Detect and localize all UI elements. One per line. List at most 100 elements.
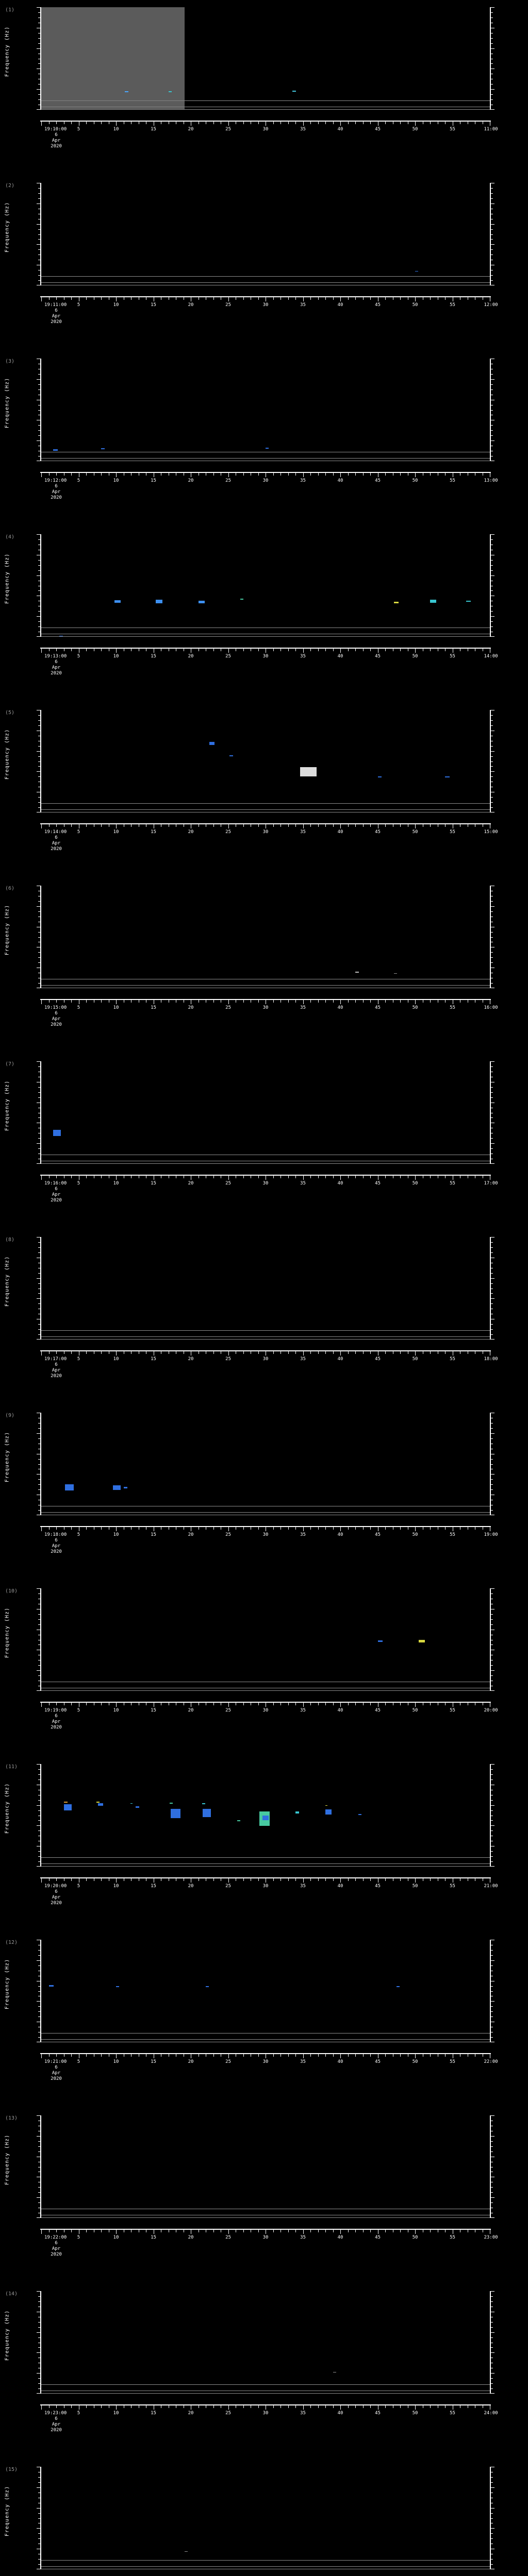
x-tick-major — [116, 2230, 117, 2234]
y-tick-minor-right — [490, 1479, 493, 1480]
y-tick-minor — [38, 1851, 41, 1852]
x-tick-label: 35 — [300, 478, 306, 483]
x-tick-minor — [288, 1000, 289, 1003]
x-axis-end-label: 16:00 — [484, 1005, 498, 1010]
y-axis-spine — [490, 2467, 491, 2569]
x-tick-minor — [430, 1878, 431, 1881]
x-tick-minor — [318, 2054, 319, 2057]
y-tick-minor — [38, 1614, 41, 1615]
x-tick-label: 15 — [151, 829, 156, 835]
y-tick-minor — [38, 1329, 41, 1330]
x-tick-minor — [280, 2405, 281, 2408]
x-tick-minor — [280, 1527, 281, 1530]
spectrogram-panel: (2)Frequency (Hz)0200400600800100019:11:… — [0, 176, 528, 351]
y-axis-spine — [490, 7, 491, 110]
x-tick-minor — [243, 2230, 244, 2232]
y-tick-minor — [38, 2327, 41, 2328]
x-tick-major — [116, 824, 117, 828]
x-axis-line — [40, 121, 491, 122]
x-tick-label: 30 — [262, 1005, 269, 1010]
y-tick-minor — [38, 1769, 41, 1770]
x-tick-label: 20 — [188, 1708, 194, 1713]
y-tick-minor-right — [490, 560, 493, 561]
data-gap-block — [41, 7, 185, 110]
x-tick-minor — [325, 1176, 326, 1178]
x-tick-label: 30 — [262, 1357, 269, 1362]
y-axis-spine — [490, 2115, 491, 2218]
y-tick-minor-right — [490, 1087, 493, 1088]
x-tick-minor — [71, 2230, 72, 2232]
x-tick-minor — [243, 2405, 244, 2408]
x-tick-minor — [355, 2230, 356, 2232]
x-tick-minor — [430, 297, 431, 300]
x-tick-label: 20 — [188, 1884, 194, 1889]
y-tick-minor — [38, 2141, 41, 2142]
x-tick-label: 45 — [375, 2235, 381, 2240]
x-tick-minor — [280, 1176, 281, 1178]
x-tick-minor — [71, 2405, 72, 2408]
spectral-detection — [355, 972, 359, 973]
spectrogram-canvas — [41, 1237, 490, 1340]
x-tick-major — [415, 1351, 416, 1355]
y-tick-minor — [38, 952, 41, 953]
reference-line — [41, 109, 185, 110]
x-tick-minor — [355, 2405, 356, 2408]
y-tick-major — [37, 1474, 41, 1475]
x-axis-line — [40, 2404, 491, 2405]
y-tick-minor — [38, 374, 41, 375]
start-time-label: 19:17:00 — [44, 1357, 67, 1362]
y-tick-minor-right — [490, 249, 493, 250]
panel-index-label: (1) — [5, 7, 15, 13]
x-tick-label: 40 — [337, 2235, 343, 2240]
y-tick-minor — [38, 937, 41, 938]
x-tick-major — [303, 2054, 304, 2058]
y-tick-minor — [38, 1800, 41, 1801]
x-tick-major — [303, 297, 304, 301]
spectrogram-canvas — [41, 7, 490, 110]
y-tick-major — [37, 1433, 41, 1434]
x-tick-label: 5 — [77, 1005, 80, 1010]
x-tick-minor — [370, 297, 371, 300]
reference-line — [41, 2560, 490, 2561]
x-tick-major — [340, 1176, 341, 1180]
x-tick-label: 25 — [225, 1005, 231, 1010]
x-tick-minor — [243, 824, 244, 827]
y-tick-minor — [38, 1484, 41, 1485]
axes-frame: 02004006008001000 — [37, 1061, 494, 1164]
x-tick-major — [228, 1878, 229, 1883]
spectral-detection — [415, 271, 418, 272]
spectral-detection — [206, 1986, 209, 1987]
date-month-label: Apr — [52, 138, 61, 143]
y-axis-spine — [40, 1413, 41, 1515]
y-tick-minor-right — [490, 99, 493, 100]
y-tick-minor — [38, 2477, 41, 2478]
x-tick-minor — [49, 1176, 50, 1178]
y-tick-minor — [38, 911, 41, 912]
x-tick-minor — [310, 824, 311, 827]
spectral-detection — [262, 1816, 269, 1820]
spectrogram-panel: (4)Frequency (Hz)0200400600800100019:13:… — [0, 527, 528, 703]
y-tick-minor-right — [490, 621, 493, 622]
y-tick-major — [37, 1690, 41, 1691]
x-tick-minor — [363, 2054, 364, 2057]
x-tick-minor — [273, 473, 274, 476]
y-tick-major — [37, 1588, 41, 1589]
x-tick-minor — [318, 2230, 319, 2232]
y-axis-spine — [490, 534, 491, 637]
y-tick-major-right — [490, 48, 494, 49]
x-tick-major — [228, 1351, 229, 1355]
date-day-label: 6 — [55, 1362, 58, 1367]
x-tick-minor — [258, 824, 259, 827]
x-tick-label: 25 — [225, 478, 231, 483]
y-tick-minor-right — [490, 1148, 493, 1149]
x-axis-end-label: 17:00 — [484, 1181, 498, 1186]
spectral-detection — [116, 1986, 119, 1987]
x-tick-major — [116, 2054, 117, 2058]
x-tick-label: 15 — [151, 1708, 156, 1713]
x-tick-minor — [348, 122, 349, 124]
x-tick-minor — [333, 2405, 334, 2408]
date-year-label: 2020 — [51, 1549, 62, 1554]
date-month-label: Apr — [52, 2422, 61, 2427]
y-tick-major-right — [490, 1278, 494, 1279]
